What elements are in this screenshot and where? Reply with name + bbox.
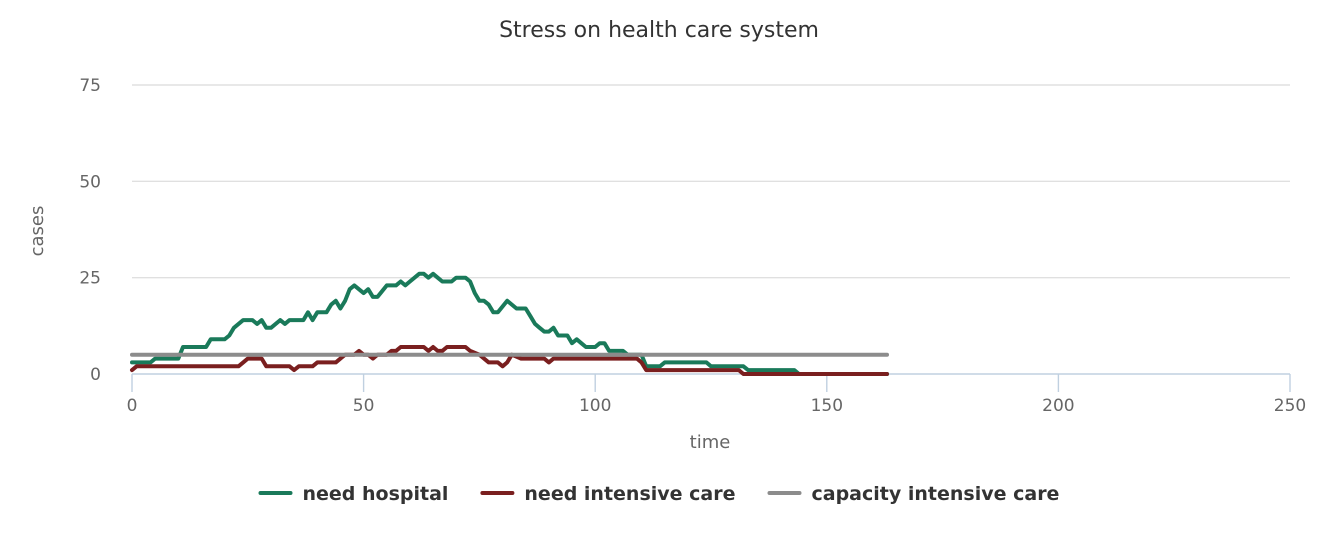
x-tick-label: 0 <box>127 396 138 416</box>
legend-item[interactable]: capacity intensive care <box>767 483 1060 505</box>
axes: 0 25 50 75 0 50 100 150 200 250 <box>79 76 1306 416</box>
legend-label: need hospital <box>303 483 449 505</box>
legend: need hospital need intensive care capacity… <box>258 483 1060 505</box>
grid-lines <box>132 84 1290 279</box>
y-tick-label: 50 <box>79 172 101 192</box>
series-lines <box>130 271 889 376</box>
x-tick-label: 200 <box>1042 396 1074 416</box>
y-axis-label: cases <box>27 206 48 257</box>
y-tick-label: 25 <box>79 269 101 289</box>
chart-title: Stress on health care system <box>499 18 819 43</box>
x-tick-label: 250 <box>1274 396 1306 416</box>
x-tick-label: 50 <box>353 396 375 416</box>
series-line-need-intensive-care <box>130 345 889 376</box>
legend-item[interactable]: need hospital <box>258 483 449 505</box>
y-tick-label: 0 <box>90 365 101 385</box>
y-tick-label: 75 <box>79 76 101 96</box>
legend-item[interactable]: need intensive care <box>480 483 736 505</box>
x-tick-label: 100 <box>579 396 611 416</box>
x-axis-label: time <box>690 432 731 453</box>
series-line-need-hospital <box>130 271 889 376</box>
x-tick-label: 150 <box>811 396 843 416</box>
legend-label: need intensive care <box>524 483 735 505</box>
legend-label: capacity intensive care <box>812 483 1060 505</box>
